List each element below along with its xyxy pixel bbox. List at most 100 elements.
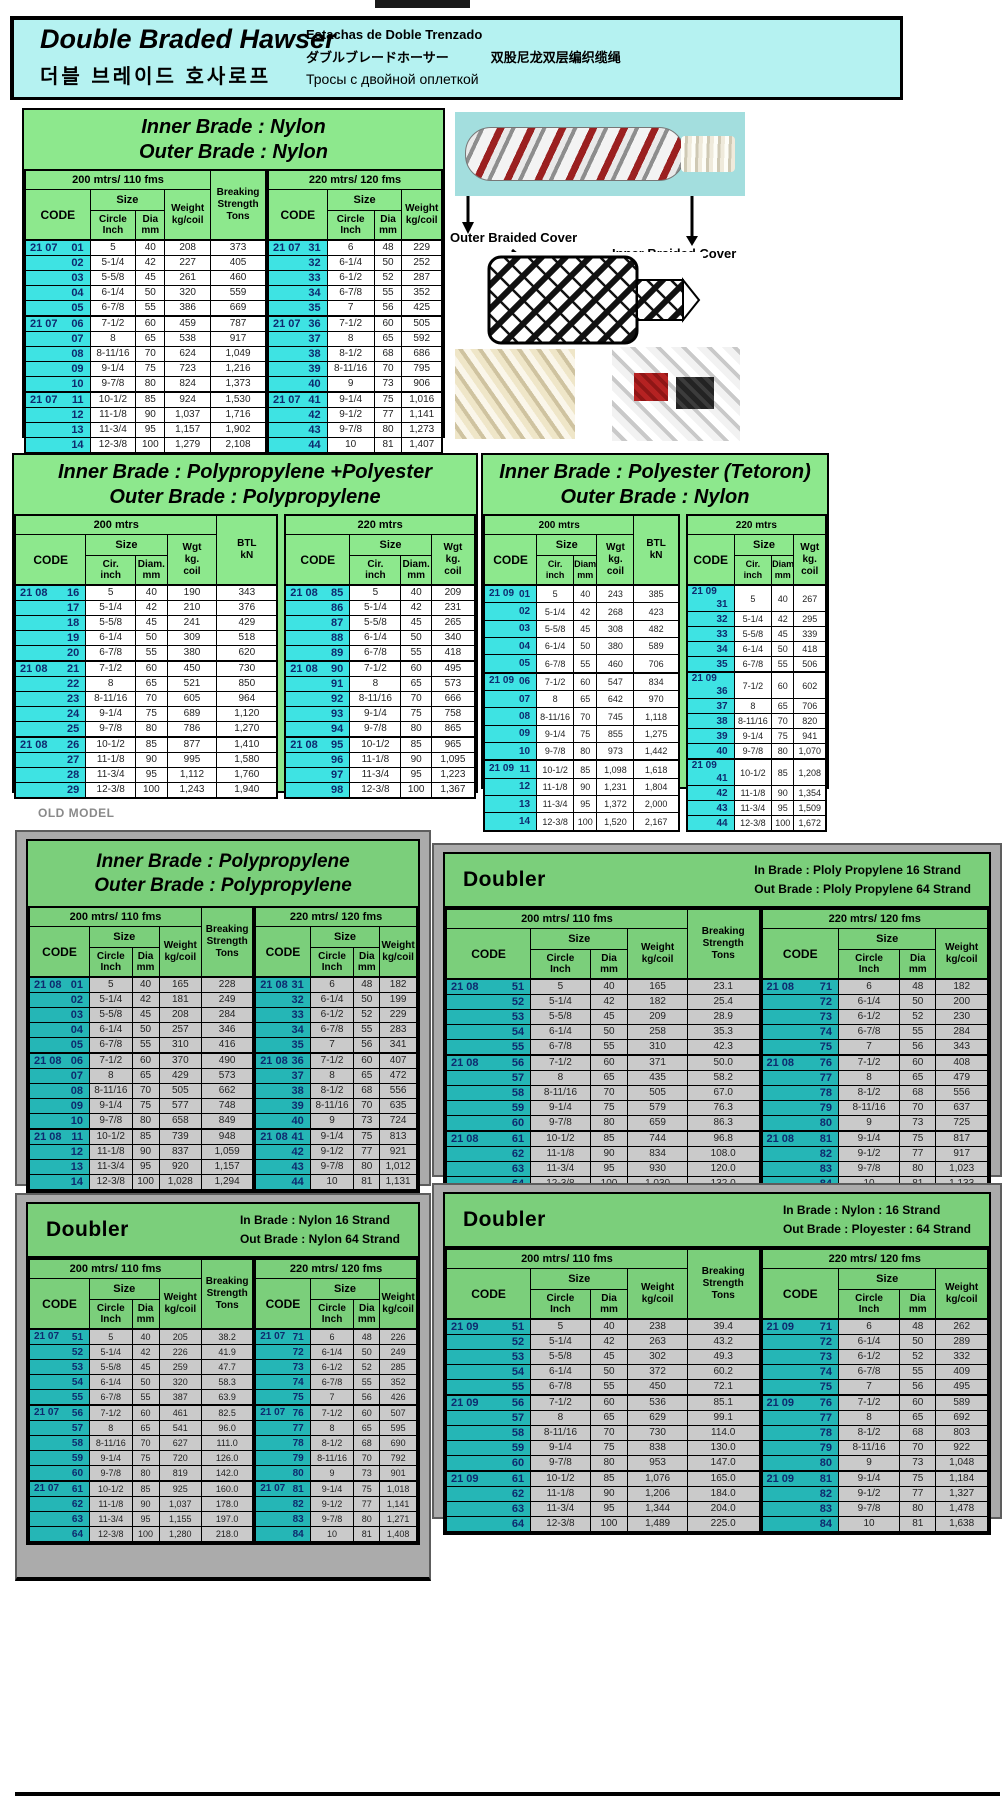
value-cell: 77 (353, 1144, 381, 1160)
value-cell: 43.2 (686, 1334, 761, 1351)
code-cell: 33 (267, 270, 328, 286)
value-cell: 5 (733, 584, 773, 612)
brade-spec-lines: In Brade : Ploly Propylene 16 Strand Out… (754, 861, 975, 899)
table-row: 62 11-1/8 90 1,206 184.0 (445, 1486, 761, 1503)
value-cell: 42 (135, 600, 168, 616)
size-header: Size (837, 928, 937, 951)
table-row: 74 6-7/8 55 409 (761, 1364, 989, 1381)
code-suffix: 52 (71, 1346, 84, 1358)
table-row: 35 7 56 341 (254, 1037, 418, 1054)
value-cell: 1,231 (596, 777, 635, 797)
code-suffix: 13 (70, 1160, 84, 1173)
value-cell: 7-1/2 (89, 315, 137, 332)
table-row: 32 6-1/4 50 199 (254, 992, 418, 1008)
value-cell: 635 (379, 1098, 418, 1114)
code-cell: 38 (267, 346, 328, 362)
table-row: 84 10 81 1,638 (761, 1516, 989, 1533)
value-cell: 10-1/2 (530, 1470, 591, 1488)
code-suffix: 28 (67, 768, 80, 781)
value-cell: 96.0 (201, 1420, 254, 1437)
code-cell: 82 (761, 1486, 839, 1503)
value-cell: 225.0 (686, 1516, 761, 1533)
value-cell: 5-5/8 (530, 1349, 591, 1366)
value-cell: 795 (401, 361, 443, 377)
panel-old-pp-pp: Inner Brade : Polypropylene Outer Brade … (15, 830, 431, 1193)
value-cell: 12-3/8 (89, 437, 137, 454)
value-cell: 6-1/4 (89, 1022, 133, 1038)
table-row: 53 5-5/8 45 259 47.7 (28, 1359, 254, 1376)
code-suffix: 07 (71, 332, 84, 345)
code-suffix: 83 (819, 1502, 832, 1515)
value-cell: 8-11/16 (733, 713, 773, 729)
value-cell: 165 (627, 978, 688, 996)
code-cell: 25 (14, 721, 87, 738)
value-cell: 208 (164, 239, 212, 256)
value-cell: 8 (349, 676, 402, 692)
code-cell: 72 (254, 1344, 311, 1361)
value-cell: 479 (935, 1070, 989, 1087)
value-cell: 100 (135, 437, 166, 454)
value-cell: 42.3 (686, 1039, 761, 1056)
table-row: 23 8-11/16 70 605 964 (14, 691, 278, 707)
value-cell: 8 (530, 1410, 591, 1427)
code-header: CODE (254, 926, 311, 978)
value-cell: 81 (353, 1174, 381, 1191)
value-cell: 5-5/8 (89, 1359, 133, 1376)
value-cell: 80 (400, 721, 432, 738)
period-header: 200 mtrs/ 110 fms (445, 908, 688, 930)
value-cell: 8-11/16 (89, 1435, 133, 1452)
value-cell: 605 (166, 691, 218, 707)
code-suffix: 37 (291, 1069, 304, 1082)
value-cell: 11-3/4 (530, 1161, 591, 1178)
value-cell: 60 (899, 1054, 937, 1072)
table-row: 42 9-1/2 77 921 (254, 1144, 418, 1160)
code-suffix: 10 (518, 745, 531, 757)
table-row: 21 07 71 6 48 226 (254, 1328, 418, 1346)
value-cell: 8-11/16 (837, 1100, 901, 1117)
value-cell: 506 (793, 656, 827, 673)
value-cell: 80 (573, 742, 598, 761)
value-cell: 95 (589, 1161, 629, 1178)
value-cell: 6-7/8 (309, 1374, 355, 1391)
code-suffix: 04 (70, 1023, 84, 1036)
code-cell: 64 (445, 1516, 532, 1533)
value-cell: 229 (401, 239, 443, 256)
value-cell: 346 (201, 1022, 254, 1038)
size-header: Size (530, 1268, 629, 1291)
value-cell: 817 (935, 1130, 989, 1148)
code-cell: 40 (254, 1113, 311, 1130)
code-cell: 21 08 95 (284, 736, 351, 753)
table-row: 08 8-11/16 70 505 662 (28, 1083, 254, 1099)
value-cell: 284 (201, 1007, 254, 1023)
value-cell: 339 (793, 626, 827, 642)
table-row: 18 5-5/8 45 241 429 (14, 615, 278, 631)
table-row: 88 6-1/4 50 340 (284, 630, 476, 646)
value-cell: 620 (216, 645, 278, 662)
value-cell: 45 (589, 1349, 629, 1366)
circumference-header: Circle Inch (89, 1299, 133, 1330)
code-cell: 08 (483, 707, 538, 726)
table-row: 21 07 06 7-1/2 60 459 787 (24, 315, 267, 332)
doubler-title: Doubler (463, 1208, 546, 1232)
value-cell: 1,280 (158, 1526, 203, 1543)
code-suffix: 77 (819, 1411, 832, 1424)
value-cell: 340 (430, 630, 476, 646)
value-cell: 45 (135, 270, 166, 286)
table-row: 12 11-1/8 90 1,037 1,716 (24, 407, 267, 423)
table-row: 38 8-1/2 68 556 (254, 1083, 418, 1099)
code-cell: 21 08 51 (445, 978, 532, 996)
value-cell: 65 (899, 1070, 937, 1087)
value-cell: 7-1/2 (837, 1054, 901, 1072)
value-cell: 352 (379, 1374, 418, 1391)
code-suffix: 83 (292, 1513, 304, 1525)
old-table-frame: Doubler In Brade : Nylon : 16 Strand Out… (443, 1192, 991, 1536)
value-cell: 68 (899, 1085, 937, 1102)
value-cell: 11-3/4 (85, 767, 137, 783)
period-header: 200 mtrs (483, 514, 635, 535)
code-suffix: 75 (819, 1040, 832, 1053)
code-prefix: 21 08 (766, 1056, 795, 1069)
code-suffix: 29 (67, 783, 80, 796)
code-cell: 38 (686, 713, 735, 729)
value-cell: 6-1/4 (733, 641, 773, 657)
code-cell: 58 (28, 1435, 91, 1452)
